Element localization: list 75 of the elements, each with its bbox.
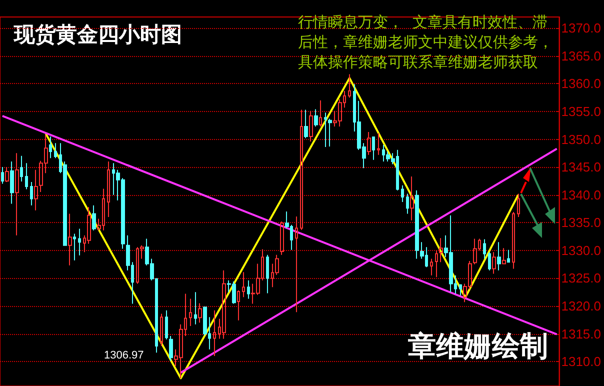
candlestick: [497, 242, 501, 271]
line-series: [44, 77, 520, 380]
candlestick: [512, 212, 515, 270]
candlestick: [5, 166, 9, 183]
annotation: 行情瞬息万变， 文章具有时效性、滞后性，章维姗老师文中建议仅供参考，具体操作策略可联系章维姗老师获取: [298, 13, 553, 71]
candlestick: [492, 252, 496, 274]
candlestick: [435, 250, 438, 278]
candlestick: [314, 108, 318, 127]
candlestick: [189, 298, 192, 326]
candlestick: [34, 169, 38, 211]
y-tick-label: 1320.0: [561, 298, 602, 314]
candlestick: [194, 292, 197, 325]
candlestick: [78, 228, 81, 256]
annotation: 章维姗绘制: [407, 330, 548, 362]
candlestick: [459, 284, 462, 296]
candlestick: [198, 302, 202, 324]
y-tick-label: 1360.0: [561, 76, 602, 92]
candlestick: [242, 272, 245, 298]
candlestick: [473, 238, 477, 265]
candlestick: [160, 313, 163, 346]
candlestick: [483, 238, 486, 260]
candlestick: [406, 193, 409, 214]
candlestick: [54, 142, 57, 159]
y-tick-label: 1355.0: [561, 104, 602, 119]
candlestick: [222, 270, 226, 340]
candlestick: [430, 258, 433, 276]
candlestick: [410, 176, 414, 221]
candlestick: [20, 155, 23, 182]
candlestick: [488, 252, 491, 271]
y-tick-label: 1340.0: [561, 187, 602, 202]
candlestick: [68, 213, 72, 266]
y-tick-label: 1350.0: [561, 132, 602, 147]
candlestick: [213, 310, 216, 356]
candlestick: [247, 280, 250, 300]
candlestick: [415, 190, 419, 260]
candlestick: [280, 221, 284, 256]
candlestick: [401, 184, 404, 203]
candlestick: [73, 233, 76, 261]
candlestick: [309, 110, 313, 142]
candlestick: [377, 132, 380, 156]
candlestick: [25, 162, 28, 190]
candlestick: [49, 136, 52, 159]
candlestick: [266, 254, 269, 294]
y-tick-label: 1345.0: [561, 160, 602, 175]
candlestick: [165, 310, 168, 340]
candlestick: [372, 136, 375, 160]
candlestick: [30, 182, 33, 206]
candlestick: [15, 152, 19, 236]
y-tick-label: 1335.0: [561, 215, 602, 230]
candlestick: [92, 204, 96, 231]
candlestick: [367, 132, 371, 156]
annotation: 1306.97: [104, 350, 144, 362]
candlestick: [304, 109, 308, 139]
y-tick-label: 1330.0: [561, 242, 602, 258]
candlestick: [324, 112, 327, 148]
candlestick: [517, 193, 520, 218]
y-tick-label: 1310.0: [561, 354, 602, 370]
candlestick: [300, 109, 303, 230]
candlestick: [295, 216, 298, 313]
y-tick-label: 1365.0: [561, 48, 602, 64]
y-tick-label: 1325.0: [561, 270, 602, 286]
candlestick: [237, 290, 240, 321]
candlestick: [439, 238, 443, 263]
candlestick: [319, 100, 322, 127]
candlestick: [348, 74, 351, 98]
candlestick: [507, 249, 510, 264]
candlestick: [107, 160, 110, 218]
candlestick: [1, 166, 4, 184]
y-tick-label: 1315.0: [561, 326, 602, 342]
candlestick: [328, 118, 332, 147]
chart-title: 现货黄金四小时图: [13, 22, 182, 46]
candlestick: [502, 248, 506, 265]
y-tick-label: 1370.0: [561, 20, 602, 36]
candlestick: [10, 160, 14, 204]
candlestick: [169, 335, 173, 362]
